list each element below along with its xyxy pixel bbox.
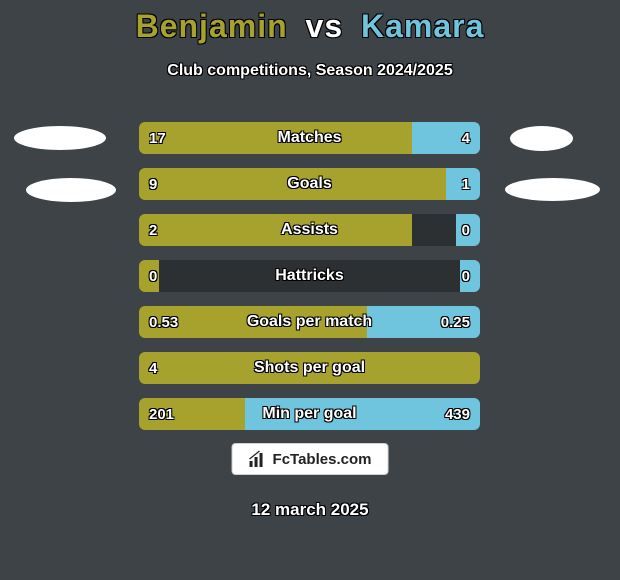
stat-label: Hattricks — [139, 260, 480, 292]
stat-row: 0.530.25Goals per match — [139, 306, 480, 338]
bar-right-fill — [446, 168, 480, 200]
stat-row: 4Shots per goal — [139, 352, 480, 384]
bar-left-fill — [139, 260, 159, 292]
stat-row: 201439Min per goal — [139, 398, 480, 430]
bar-right-fill — [460, 260, 480, 292]
bar-left-fill — [139, 168, 446, 200]
stat-row: 174Matches — [139, 122, 480, 154]
bar-left-fill — [139, 214, 412, 246]
avatar-ellipse — [14, 126, 106, 150]
fctables-logo: FcTables.com — [232, 443, 389, 475]
bar-right-fill — [412, 122, 480, 154]
date-label: 12 march 2025 — [0, 500, 620, 520]
stat-row: 00Hattricks — [139, 260, 480, 292]
stat-row: 20Assists — [139, 214, 480, 246]
comparison-bars: 174Matches 91Goals 20Assists 00Hattricks 0.5… — [139, 122, 480, 444]
player-right-name: Kamara — [361, 8, 484, 44]
avatar-ellipse — [505, 178, 600, 201]
bar-right-fill — [456, 214, 480, 246]
avatar-ellipse — [26, 178, 116, 202]
bar-left-fill — [139, 122, 412, 154]
stat-row: 91Goals — [139, 168, 480, 200]
bar-left-fill — [139, 306, 367, 338]
comparison-infographic: Benjamin vs Kamara Club competitions, Se… — [0, 0, 620, 580]
avatar-ellipse — [510, 126, 573, 151]
bar-right-fill — [245, 398, 480, 430]
subtitle: Club competitions, Season 2024/2025 — [0, 62, 620, 80]
page-title: Benjamin vs Kamara — [0, 8, 620, 45]
bar-right-fill — [367, 306, 480, 338]
bar-chart-icon — [249, 450, 267, 468]
vs-label: vs — [306, 8, 344, 44]
logo-text: FcTables.com — [273, 451, 372, 468]
player-left-name: Benjamin — [136, 8, 288, 44]
bar-left-fill — [139, 398, 245, 430]
bar-left-fill — [139, 352, 480, 384]
